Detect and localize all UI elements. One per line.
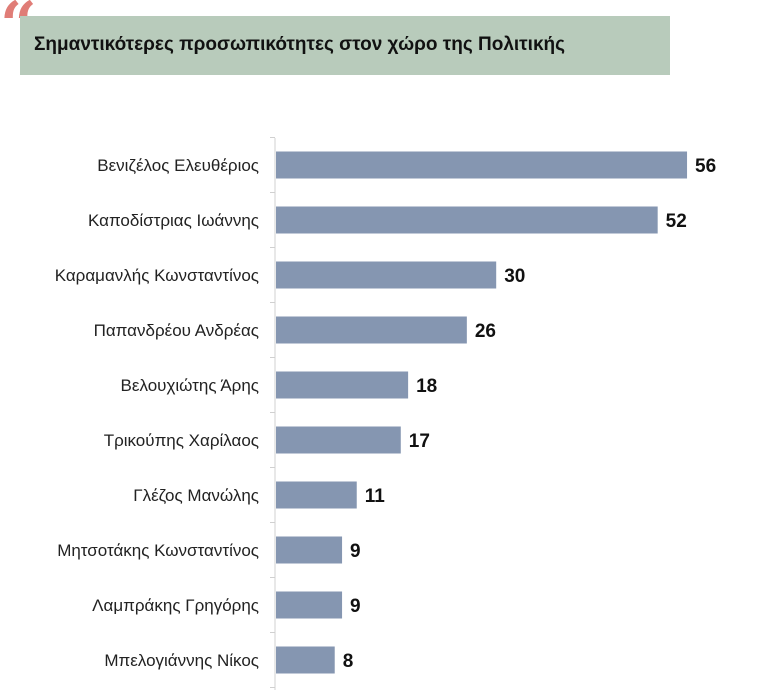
- category-label: Μπελογιάννης Νίκος: [104, 651, 259, 670]
- data-label: 8: [343, 651, 354, 672]
- category-label: Παπανδρέου Ανδρέας: [94, 321, 259, 340]
- bar: [276, 426, 401, 454]
- category-label: Γλέζος Μανώλης: [133, 486, 259, 505]
- category-label: Λαμπράκης Γρηγόρης: [92, 596, 259, 615]
- data-label: 9: [350, 541, 361, 562]
- bar: [276, 206, 658, 234]
- bar: [276, 481, 357, 509]
- data-label: 30: [504, 266, 525, 287]
- category-label: Μητσοτάκης Κωνσταντίνος: [57, 541, 259, 560]
- bar: [276, 316, 467, 344]
- bar: [276, 151, 688, 179]
- bar: [276, 591, 343, 619]
- data-label: 56: [695, 156, 716, 177]
- bar: [276, 536, 343, 564]
- category-label: Καποδίστριας Ιωάννης: [88, 211, 259, 230]
- data-label: 52: [666, 211, 687, 232]
- bar: [276, 261, 497, 289]
- chart-title: Σημαντικότερες προσωπικότητες στον χώρο …: [34, 34, 566, 55]
- data-label: 18: [416, 376, 437, 397]
- category-label: Τρικούπης Χαρίλαος: [104, 431, 259, 450]
- category-label: Βενιζέλος Ελευθέριος: [97, 156, 259, 175]
- data-label: 9: [350, 596, 361, 617]
- bar: [276, 646, 335, 674]
- data-label: 11: [365, 486, 386, 507]
- category-label: Καραμανλής Κωνσταντίνος: [55, 266, 259, 285]
- data-label: 17: [409, 431, 430, 452]
- bar: [276, 371, 409, 399]
- category-label: Βελουχιώτης Άρης: [121, 376, 259, 395]
- data-label: 26: [475, 321, 496, 342]
- title-banner: Σημαντικότερες προσωπικότητες στον χώρο …: [20, 16, 670, 75]
